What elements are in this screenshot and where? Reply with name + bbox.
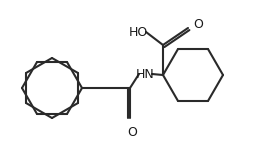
Text: O: O [193,19,203,32]
Text: HN: HN [136,67,154,80]
Text: O: O [127,126,137,139]
Text: HO: HO [128,26,148,39]
